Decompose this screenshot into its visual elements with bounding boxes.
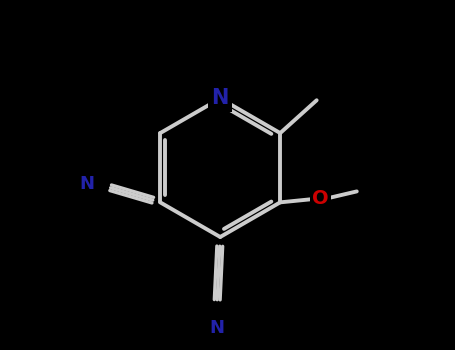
Text: O: O <box>312 189 329 208</box>
Text: N: N <box>212 89 229 108</box>
Text: N: N <box>209 319 224 337</box>
Text: N: N <box>80 175 95 193</box>
